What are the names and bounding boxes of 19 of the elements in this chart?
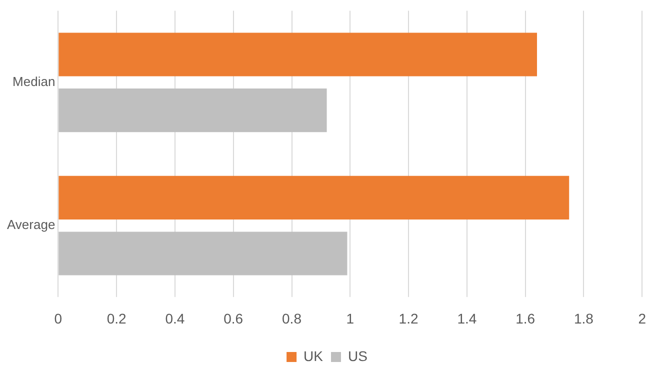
x-tick-label: 1.6 <box>516 310 536 326</box>
x-tick-label: 2 <box>638 310 646 326</box>
bar <box>58 176 570 220</box>
bar <box>58 232 348 276</box>
x-tick-label: 0 <box>54 310 62 326</box>
x-tick-label: 1.8 <box>574 310 594 326</box>
x-tick-label: 0.2 <box>106 310 127 326</box>
x-tick-label: 1.2 <box>398 310 418 326</box>
bar <box>58 32 537 76</box>
x-tick-label: 0.8 <box>282 310 302 326</box>
bar <box>58 88 327 132</box>
y-tick-label: Average <box>7 217 56 232</box>
x-tick-label: 1.4 <box>457 310 477 326</box>
y-tick-label: Median <box>12 74 56 89</box>
x-tick-label: 1 <box>346 310 354 326</box>
x-tick-label: 0.4 <box>165 310 185 326</box>
x-tick-label: 0.6 <box>224 310 244 326</box>
legend-label: UK <box>304 348 324 364</box>
legend-label: US <box>348 348 368 364</box>
